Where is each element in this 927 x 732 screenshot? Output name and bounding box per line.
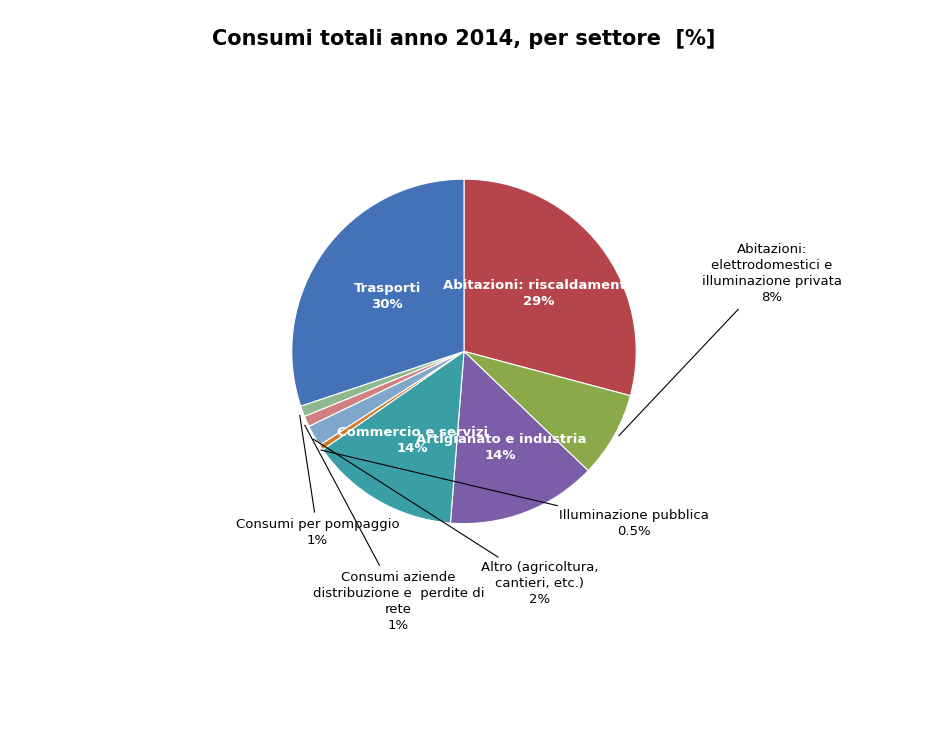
Text: Abitazioni: riscaldamento
29%: Abitazioni: riscaldamento 29% bbox=[442, 279, 634, 308]
Wedge shape bbox=[464, 179, 636, 396]
Text: Altro (agricoltura,
cantieri, etc.)
2%: Altro (agricoltura, cantieri, etc.) 2% bbox=[313, 439, 598, 606]
Text: Consumi per pompaggio
1%: Consumi per pompaggio 1% bbox=[235, 415, 399, 547]
Wedge shape bbox=[464, 351, 629, 471]
Wedge shape bbox=[319, 351, 464, 449]
Text: Illuminazione pubblica
0.5%: Illuminazione pubblica 0.5% bbox=[321, 450, 708, 538]
Wedge shape bbox=[309, 351, 464, 445]
Text: Artigianato e industria
14%: Artigianato e industria 14% bbox=[415, 433, 585, 463]
Text: Consumi totali anno 2014, per settore  [%]: Consumi totali anno 2014, per settore [%… bbox=[212, 29, 715, 49]
Text: Trasporti
30%: Trasporti 30% bbox=[353, 282, 420, 310]
Text: Abitazioni:
elettrodomestici e
illuminazione privata
8%: Abitazioni: elettrodomestici e illuminaz… bbox=[618, 243, 841, 436]
Wedge shape bbox=[300, 351, 464, 417]
Wedge shape bbox=[323, 351, 464, 523]
Wedge shape bbox=[304, 351, 464, 426]
Wedge shape bbox=[291, 179, 464, 406]
Text: Commercio e servizi
14%: Commercio e servizi 14% bbox=[337, 427, 488, 455]
Wedge shape bbox=[450, 351, 588, 523]
Text: Consumi aziende
distribuzione e  perdite di
rete
1%: Consumi aziende distribuzione e perdite … bbox=[304, 425, 484, 632]
